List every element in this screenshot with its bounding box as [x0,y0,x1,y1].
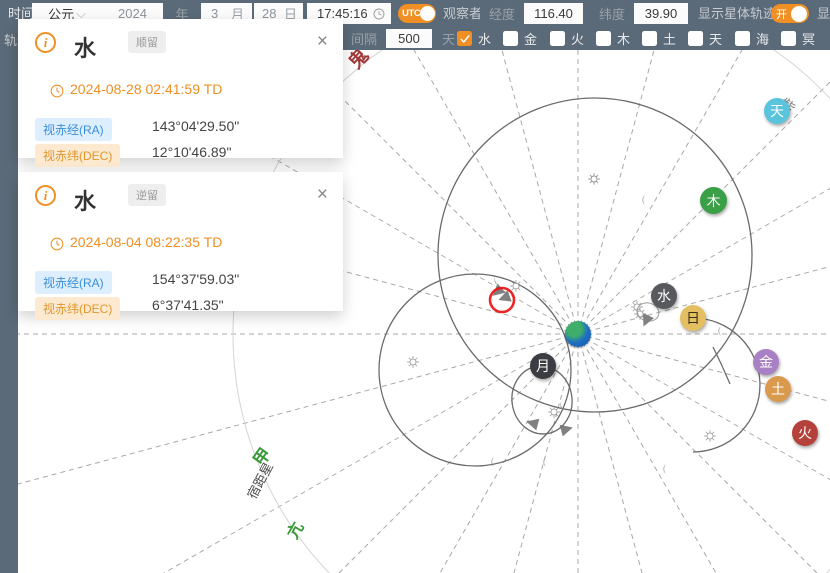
svg-text:宿距星: 宿距星 [244,460,276,501]
svg-text:亢: 亢 [283,519,307,542]
